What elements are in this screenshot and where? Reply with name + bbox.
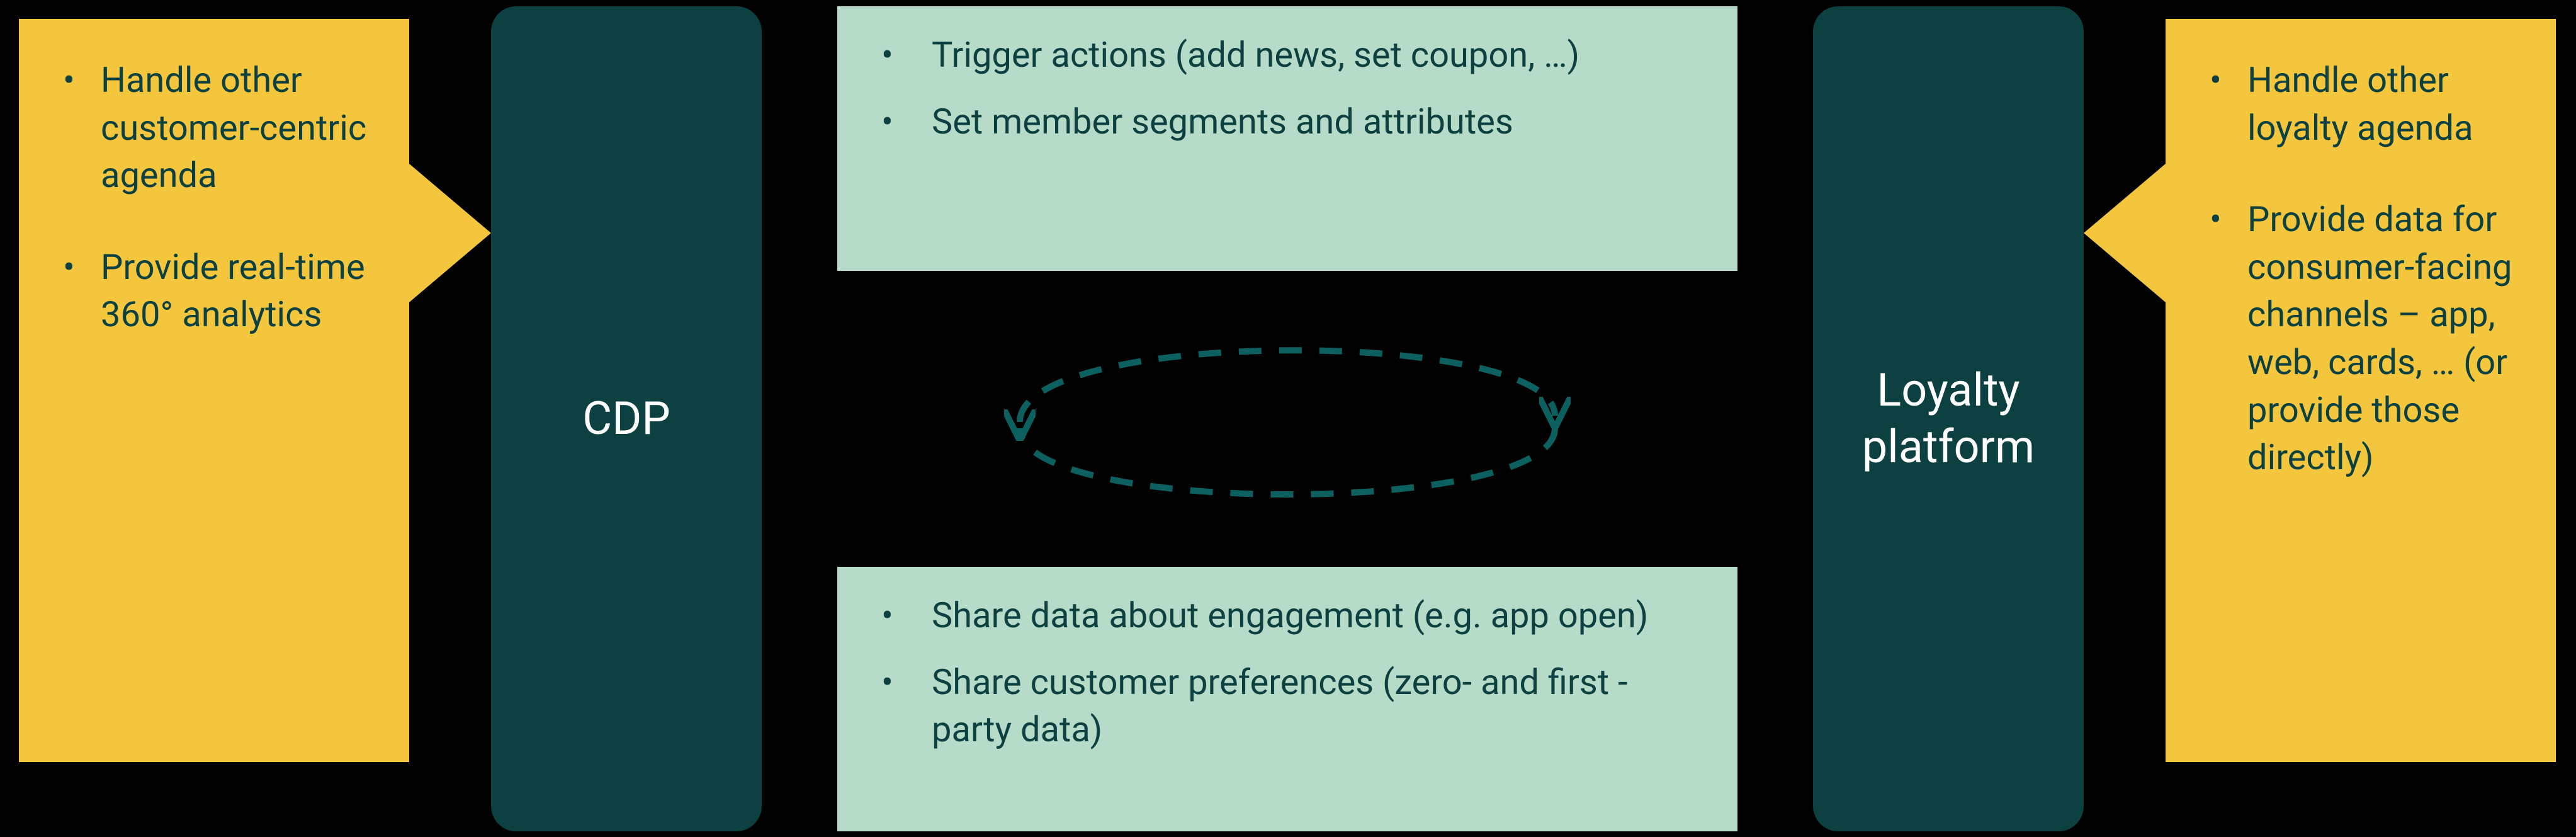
top-flow-item: Set member segments and attributes — [862, 98, 1706, 146]
top-flow-item: Trigger actions (add news, set coupon, …… — [862, 31, 1706, 79]
right-callout-arrow — [2084, 164, 2166, 302]
cdp-platform-box: CDP — [491, 6, 762, 831]
cdp-label: CDP — [582, 390, 670, 447]
right-callout-item: Handle other loyalty agenda — [2203, 57, 2531, 152]
right-callout: Handle other loyalty agenda Provide data… — [2166, 19, 2556, 762]
cycle-top-arc — [1020, 350, 1555, 422]
cycle-bottom-arc — [1020, 428, 1555, 494]
bottom-flow-list: Share data about engagement (e.g. app op… — [862, 592, 1706, 754]
loyalty-platform-box: Loyalty platform — [1813, 6, 2084, 831]
left-callout-list: Handle other customer-centric agenda Pro… — [57, 57, 384, 339]
cycle-arrows — [951, 290, 1624, 554]
left-callout-arrow — [409, 164, 491, 302]
loyalty-label: Loyalty platform — [1838, 362, 2059, 475]
diagram-stage: Handle other customer-centric agenda Pro… — [0, 0, 2576, 837]
right-callout-item: Provide data for consumer-facing channel… — [2203, 196, 2531, 482]
right-callout-list: Handle other loyalty agenda Provide data… — [2203, 57, 2531, 482]
bottom-flow-item: Share customer preferences (zero- and fi… — [862, 659, 1706, 754]
bottom-flow-item: Share data about engagement (e.g. app op… — [862, 592, 1706, 640]
bottom-flow-box: Share data about engagement (e.g. app op… — [837, 567, 1737, 831]
top-flow-box: Trigger actions (add news, set coupon, …… — [837, 6, 1737, 271]
left-callout-item: Handle other customer-centric agenda — [57, 57, 384, 200]
top-flow-list: Trigger actions (add news, set coupon, …… — [862, 31, 1706, 145]
left-callout: Handle other customer-centric agenda Pro… — [19, 19, 409, 762]
left-callout-item: Provide real-time 360° analytics — [57, 244, 384, 339]
